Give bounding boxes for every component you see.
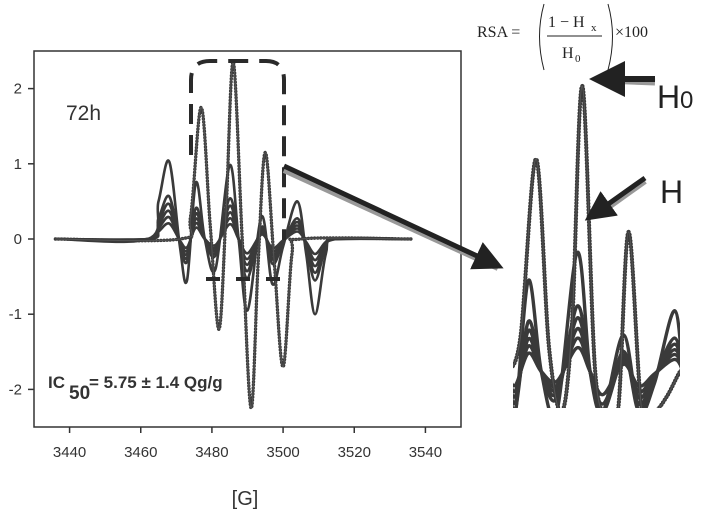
zoom-arrow (282, 163, 504, 270)
rsa-formula: RSA = 1 − H x H 0 ×100 (477, 3, 648, 71)
h0-label-sub: 0 (680, 87, 693, 114)
x-tick-label: 3500 (266, 444, 299, 461)
x-tick-label: 3460 (124, 444, 157, 461)
y-axis: 2 1 0 -1 -2 (9, 81, 34, 398)
formula-lhs: RSA = (477, 24, 520, 41)
formula-denominator-sub: 0 (575, 53, 581, 65)
series-line-sample-1 (514, 250, 680, 408)
ic50-subscript: 50 (69, 383, 90, 404)
h-arrow (584, 175, 647, 221)
y-tick-label: 1 (14, 156, 22, 173)
zoom-region-box (189, 59, 286, 240)
y-tick-label: -1 (9, 306, 22, 323)
x-axis: 3440 3460 3480 3500 3520 3540 (53, 427, 442, 461)
y-tick-label: 0 (14, 231, 22, 248)
inset-spectra (513, 83, 680, 408)
x-tick-label: 3440 (53, 444, 86, 461)
y-tick-label: -2 (9, 381, 22, 398)
formula-right-paren (607, 3, 613, 71)
x-tick-label: 3540 (409, 444, 442, 461)
x-axis-label: [G] (232, 488, 259, 510)
series-line-sample-1 (54, 159, 413, 316)
ic50-prefix: IC (48, 373, 65, 392)
ic50-value: = 5.75 ± 1.4 Qg/g (89, 373, 223, 392)
x-tick-label: 3480 (195, 444, 228, 461)
spectra-series (53, 60, 413, 410)
formula-numerator: 1 − H (548, 14, 585, 31)
h0-label-main: H (657, 79, 680, 115)
formula-left-paren (539, 3, 545, 71)
series-line-h0-control-core (513, 85, 680, 408)
formula-denominator: H (562, 45, 574, 62)
series-line-h0-control-core (55, 61, 412, 409)
formula-times: ×100 (615, 24, 648, 41)
h-label: H (660, 174, 683, 210)
h0-label: H 0 (657, 79, 693, 115)
y-tick-label: 2 (14, 81, 22, 98)
ic50-label: IC 50 = 5.75 ± 1.4 Qg/g (48, 373, 223, 404)
x-tick-label: 3520 (338, 444, 371, 461)
time-label: 72h (66, 102, 101, 125)
series-line-h0-control (53, 60, 413, 410)
formula-numerator-sub: x (591, 22, 597, 34)
